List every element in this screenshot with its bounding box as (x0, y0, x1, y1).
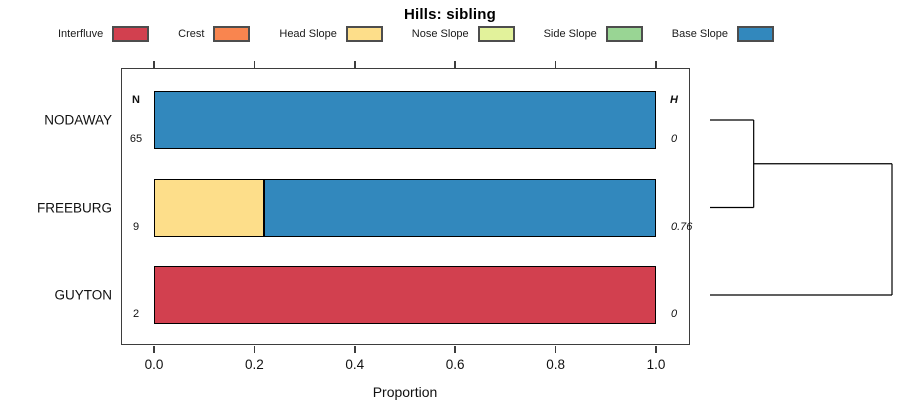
x-axis-title: Proportion (372, 384, 438, 400)
legend-item-base-slope: Base Slope (672, 26, 774, 42)
category-label-guyton: GUYTON (54, 287, 112, 303)
h-value-nodaway: 0 (671, 133, 678, 145)
bottom-axis-tick (253, 345, 256, 353)
bottom-axis-tick (655, 345, 657, 353)
bar-segment-freeburg-base-slope (264, 178, 656, 237)
n-value-freeburg: 9 (132, 220, 140, 233)
legend: Interfluve Crest Head Slope Nose Slope Side … (58, 25, 774, 43)
legend-label: Interfluve (58, 28, 104, 40)
legend-label: Nose Slope (411, 28, 469, 40)
legend-item-head-slope: Head Slope (279, 26, 383, 42)
x-tick-label: 0.0 (144, 357, 164, 372)
n-column-header: N (132, 94, 140, 106)
h-value-freeburg: 0.76 (671, 220, 693, 233)
legend-item-interfluve: Interfluve (58, 26, 150, 42)
top-axis-tick (253, 61, 256, 68)
bottom-axis-tick (153, 345, 155, 353)
legend-swatch-icon (112, 26, 150, 42)
legend-swatch-icon (345, 26, 383, 42)
category-label-nodaway: NODAWAY (44, 112, 112, 128)
x-tick-label: 1.0 (646, 357, 666, 372)
legend-item-nose-slope: Nose Slope (412, 26, 515, 42)
bar-segment-guyton-interfluve (154, 266, 656, 324)
legend-item-crest: Crest (178, 26, 251, 42)
legend-label: Base Slope (671, 28, 728, 40)
x-tick-label: 0.2 (245, 357, 264, 372)
bar-segment-freeburg-head-slope (154, 178, 265, 237)
legend-swatch-icon (477, 26, 515, 42)
legend-label: Crest (178, 28, 205, 40)
legend-label: Side Slope (543, 28, 597, 40)
legend-label: Head Slope (279, 28, 337, 40)
top-axis-tick (655, 61, 657, 68)
x-tick-label: 0.4 (345, 357, 365, 372)
top-axis-tick (153, 61, 155, 68)
legend-swatch-icon (605, 26, 643, 42)
h-value-guyton: 0 (671, 308, 678, 320)
bottom-axis-tick (454, 345, 456, 353)
chart-title: Hills: sibling (404, 6, 496, 23)
n-value-guyton: 2 (132, 308, 140, 320)
n-value-nodaway: 65 (129, 133, 143, 145)
top-axis-tick (454, 61, 456, 68)
top-axis-tick (354, 61, 356, 68)
bottom-axis-tick (354, 345, 356, 353)
bar-segment-nodaway-base-slope (154, 91, 656, 149)
legend-swatch-icon (213, 26, 251, 42)
legend-swatch-icon (737, 26, 774, 42)
x-tick-label: 0.8 (546, 357, 565, 372)
x-tick-label: 0.6 (445, 357, 465, 372)
legend-item-side-slope: Side Slope (544, 26, 643, 42)
category-label-freeburg: FREEBURG (36, 200, 112, 215)
bottom-axis-tick (554, 345, 557, 353)
top-axis-tick (554, 61, 557, 68)
h-column-header: H (670, 94, 678, 106)
